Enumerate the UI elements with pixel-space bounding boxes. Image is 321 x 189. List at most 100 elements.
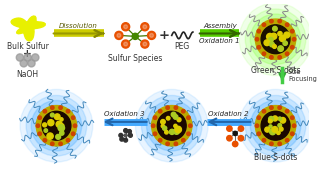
Text: Assembly: Assembly bbox=[203, 23, 237, 29]
Circle shape bbox=[261, 25, 290, 54]
Circle shape bbox=[66, 109, 70, 113]
Circle shape bbox=[115, 31, 123, 40]
Circle shape bbox=[272, 127, 278, 132]
Circle shape bbox=[177, 118, 181, 122]
Circle shape bbox=[143, 42, 147, 46]
Circle shape bbox=[239, 89, 312, 162]
Circle shape bbox=[233, 131, 237, 136]
Circle shape bbox=[250, 14, 301, 64]
Circle shape bbox=[273, 116, 278, 121]
Circle shape bbox=[38, 132, 41, 136]
Circle shape bbox=[175, 126, 181, 133]
Text: Dissolution: Dissolution bbox=[59, 23, 98, 29]
Circle shape bbox=[36, 105, 77, 146]
Circle shape bbox=[51, 106, 54, 109]
Circle shape bbox=[284, 32, 290, 38]
Circle shape bbox=[165, 130, 168, 134]
Circle shape bbox=[174, 124, 177, 128]
Circle shape bbox=[153, 116, 157, 119]
Circle shape bbox=[278, 56, 282, 59]
Circle shape bbox=[278, 32, 282, 36]
Circle shape bbox=[269, 125, 272, 128]
Text: Sulfur Species: Sulfur Species bbox=[108, 54, 162, 63]
Circle shape bbox=[142, 95, 202, 156]
Circle shape bbox=[279, 127, 283, 131]
Circle shape bbox=[273, 45, 276, 48]
Circle shape bbox=[245, 9, 306, 70]
Circle shape bbox=[32, 54, 39, 61]
Circle shape bbox=[279, 35, 286, 42]
Circle shape bbox=[292, 37, 296, 41]
Circle shape bbox=[227, 126, 232, 131]
Circle shape bbox=[161, 124, 164, 128]
Circle shape bbox=[48, 120, 54, 126]
Circle shape bbox=[292, 124, 296, 127]
Circle shape bbox=[278, 106, 282, 109]
Circle shape bbox=[124, 138, 127, 142]
Circle shape bbox=[146, 101, 197, 151]
Circle shape bbox=[148, 31, 156, 40]
Circle shape bbox=[60, 118, 63, 121]
Circle shape bbox=[124, 42, 127, 46]
Circle shape bbox=[166, 142, 169, 146]
Circle shape bbox=[262, 23, 266, 26]
Circle shape bbox=[50, 113, 54, 117]
Circle shape bbox=[153, 132, 157, 136]
Circle shape bbox=[152, 124, 155, 127]
Circle shape bbox=[278, 124, 282, 127]
Circle shape bbox=[273, 26, 277, 31]
Circle shape bbox=[264, 40, 270, 46]
Circle shape bbox=[72, 116, 75, 119]
Circle shape bbox=[38, 116, 41, 119]
Circle shape bbox=[31, 101, 82, 151]
Circle shape bbox=[174, 106, 178, 109]
Circle shape bbox=[291, 132, 294, 136]
Circle shape bbox=[120, 137, 124, 141]
Circle shape bbox=[269, 37, 273, 42]
Circle shape bbox=[270, 129, 276, 135]
Circle shape bbox=[59, 106, 62, 109]
Circle shape bbox=[157, 111, 186, 140]
Circle shape bbox=[132, 33, 138, 40]
Circle shape bbox=[270, 42, 274, 47]
Circle shape bbox=[122, 40, 130, 48]
Circle shape bbox=[270, 106, 273, 109]
Text: PEG: PEG bbox=[175, 42, 190, 51]
Text: +: + bbox=[159, 29, 169, 42]
Circle shape bbox=[270, 56, 273, 59]
Circle shape bbox=[285, 52, 289, 56]
Circle shape bbox=[169, 129, 175, 134]
Circle shape bbox=[256, 19, 296, 59]
Circle shape bbox=[265, 127, 270, 132]
Circle shape bbox=[20, 89, 93, 162]
Circle shape bbox=[266, 33, 273, 40]
Circle shape bbox=[124, 134, 127, 137]
Circle shape bbox=[43, 139, 47, 142]
Circle shape bbox=[239, 3, 312, 76]
Text: Oxidation 2: Oxidation 2 bbox=[208, 111, 249, 117]
Circle shape bbox=[257, 46, 261, 49]
Text: Bulk Sulfur: Bulk Sulfur bbox=[7, 42, 48, 51]
Circle shape bbox=[278, 19, 282, 23]
Circle shape bbox=[59, 142, 62, 146]
Circle shape bbox=[271, 33, 277, 39]
Circle shape bbox=[152, 105, 192, 146]
Circle shape bbox=[60, 131, 64, 135]
Circle shape bbox=[159, 139, 162, 142]
Circle shape bbox=[26, 95, 87, 156]
Circle shape bbox=[119, 133, 123, 137]
Circle shape bbox=[174, 128, 179, 134]
Circle shape bbox=[255, 37, 259, 41]
Circle shape bbox=[262, 52, 266, 56]
Circle shape bbox=[278, 46, 283, 51]
Circle shape bbox=[291, 116, 294, 119]
Text: Oxidation 3: Oxidation 3 bbox=[104, 111, 145, 117]
Circle shape bbox=[245, 95, 306, 156]
Circle shape bbox=[73, 124, 77, 127]
Circle shape bbox=[189, 124, 192, 127]
Circle shape bbox=[261, 111, 290, 140]
Circle shape bbox=[291, 29, 294, 33]
Text: Green S-dots: Green S-dots bbox=[251, 66, 300, 75]
Circle shape bbox=[135, 89, 208, 162]
Circle shape bbox=[51, 142, 54, 146]
